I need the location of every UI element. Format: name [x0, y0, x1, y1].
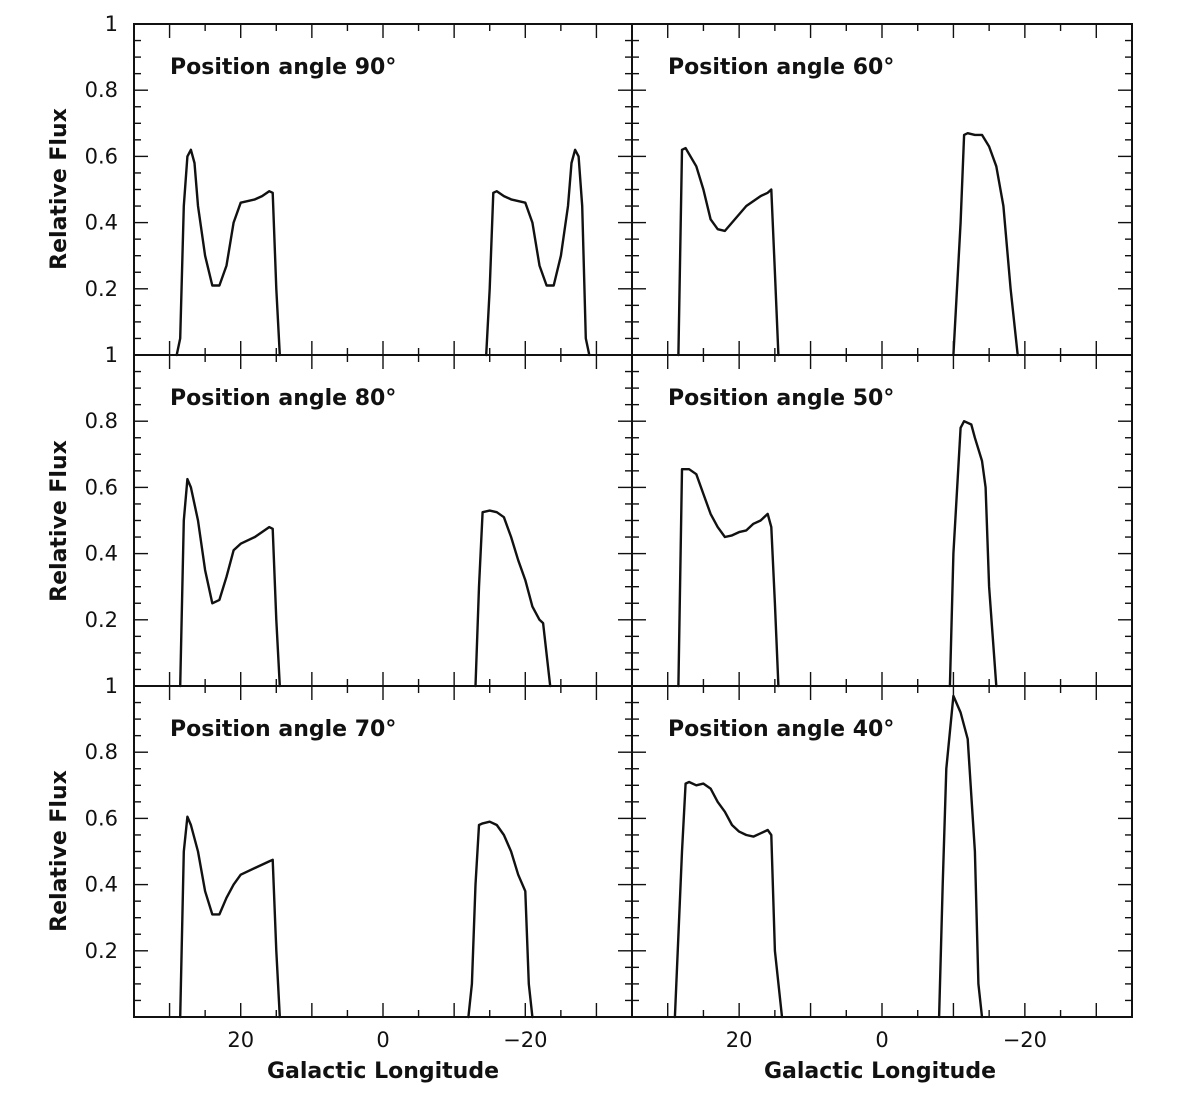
flux-curve-segment-1 — [175, 148, 281, 357]
y-axis-labels: Relative Flux Relative Flux Relative Flu… — [47, 108, 72, 932]
y-tick-label: 0.6 — [85, 144, 118, 168]
y-tick-label: 1 — [105, 674, 118, 698]
panel-1: Position angle 90° — [170, 55, 591, 357]
y-tick-label: 0.4 — [85, 211, 118, 235]
x-tick-label: −20 — [503, 1028, 547, 1052]
flux-curve-segment-1 — [673, 780, 784, 1019]
panel-6: Position angle 40° — [668, 694, 984, 1019]
flux-curve-segment-2 — [948, 420, 998, 688]
y-tick-label: 0.2 — [85, 608, 118, 632]
flux-curve-segment-1 — [179, 477, 281, 688]
y-axis-label-row-2: Relative Flux — [47, 440, 72, 602]
y-tick-label: 1 — [105, 12, 118, 36]
panel-4: Position angle 50° — [668, 386, 998, 688]
x-axis-label-right: Galactic Longitude — [764, 1059, 996, 1084]
x-tick-label: 0 — [875, 1028, 888, 1052]
y-axis-label-row-1: Relative Flux — [47, 108, 72, 270]
panel-title: Position angle 90° — [170, 55, 396, 80]
panel-title: Position angle 80° — [170, 386, 396, 411]
panel-frame — [631, 685, 1133, 1018]
panel-title: Position angle 70° — [170, 717, 396, 742]
y-tick-label: 0.2 — [85, 939, 118, 963]
x-axis-label-left: Galactic Longitude — [267, 1059, 499, 1084]
panel-5: Position angle 70° — [170, 717, 534, 1019]
panel-title: Position angle 50° — [668, 386, 894, 411]
flux-curve-segment-1 — [677, 468, 780, 688]
y-tick-label: 0.4 — [85, 873, 118, 897]
y-tick-label: 0.6 — [85, 475, 118, 499]
y-tick-label: 0.2 — [85, 277, 118, 301]
flux-curve-segment-2 — [937, 694, 984, 1019]
x-tick-label: 0 — [376, 1028, 389, 1052]
y-tick-label: 0.8 — [85, 78, 118, 102]
flux-curve-segment-2 — [485, 148, 591, 357]
y-axis-label-row-3: Relative Flux — [47, 770, 72, 932]
flux-curve-segment-1 — [179, 815, 281, 1019]
y-tick-label: 0.4 — [85, 542, 118, 566]
panel-3: Position angle 80° — [170, 386, 552, 688]
y-tick-label: 0.6 — [85, 806, 118, 830]
flux-curve-segment-2 — [467, 820, 534, 1019]
y-tick-label: 1 — [105, 343, 118, 367]
panel-title: Position angle 40° — [668, 717, 894, 742]
plot-area: 0.2 0.4 0.6 0.8 1 0.2 0.4 0.6 0.8 1 0.2 0.4 0.6 0.8 1 2… — [85, 12, 1133, 1052]
x-axis-labels: Galactic Longitude Galactic Longitude — [267, 1059, 996, 1084]
panel-2: Position angle 60° — [668, 55, 1019, 357]
y-tick-label: 0.8 — [85, 740, 118, 764]
flux-curve-segment-1 — [677, 146, 780, 357]
x-tick-label: 20 — [726, 1028, 753, 1052]
flux-curve-segment-2 — [474, 509, 552, 688]
flux-curve-segment-2 — [952, 132, 1019, 357]
x-tick-label: 20 — [227, 1028, 254, 1052]
y-tick-label: 0.8 — [85, 409, 118, 433]
panel-title: Position angle 60° — [668, 55, 894, 80]
x-tick-label: −20 — [1003, 1028, 1047, 1052]
